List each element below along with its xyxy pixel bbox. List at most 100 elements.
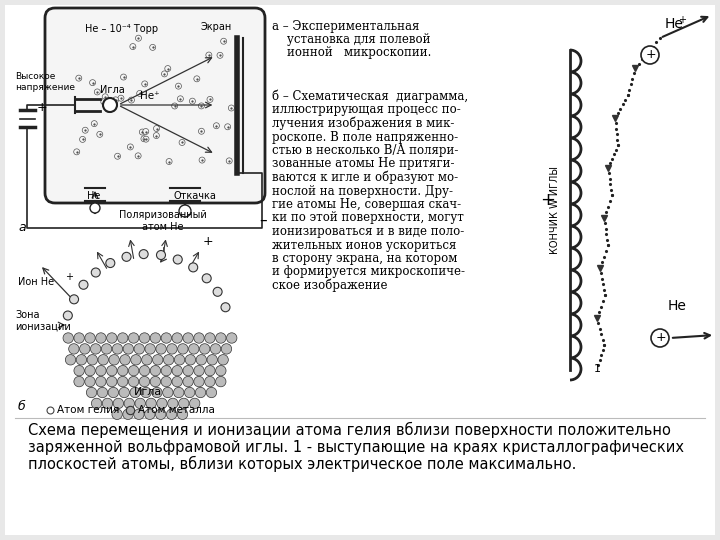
Circle shape — [96, 333, 106, 343]
Text: жительных ионов ускориться: жительных ионов ускориться — [272, 239, 456, 252]
Circle shape — [94, 89, 100, 95]
Text: в сторону экрана, на котором: в сторону экрана, на котором — [272, 252, 457, 265]
Text: Зона
ионизации: Зона ионизации — [15, 309, 71, 332]
Circle shape — [141, 387, 151, 397]
Circle shape — [199, 343, 210, 354]
Circle shape — [124, 398, 135, 409]
Circle shape — [227, 333, 237, 343]
Circle shape — [183, 366, 194, 376]
Circle shape — [150, 44, 156, 50]
Text: Игла: Игла — [99, 85, 125, 95]
Circle shape — [225, 124, 230, 130]
Circle shape — [220, 38, 227, 44]
Circle shape — [96, 131, 103, 137]
Circle shape — [96, 366, 106, 376]
Circle shape — [106, 259, 114, 267]
Circle shape — [91, 398, 102, 409]
Circle shape — [89, 80, 96, 86]
Text: Атом металла: Атом металла — [138, 405, 215, 415]
Circle shape — [76, 355, 86, 365]
Circle shape — [118, 95, 124, 101]
Circle shape — [221, 343, 232, 354]
Text: Атом гелия: Атом гелия — [57, 405, 120, 415]
Circle shape — [218, 355, 228, 365]
Circle shape — [165, 65, 171, 72]
Circle shape — [90, 203, 100, 213]
Circle shape — [130, 387, 140, 397]
Circle shape — [80, 137, 86, 143]
Circle shape — [163, 387, 173, 397]
Circle shape — [74, 333, 84, 343]
Text: ки по этой поверхности, могут: ки по этой поверхности, могут — [272, 212, 464, 225]
Circle shape — [134, 409, 144, 420]
Circle shape — [107, 366, 117, 376]
Circle shape — [135, 153, 141, 159]
Circle shape — [194, 366, 204, 376]
Circle shape — [142, 81, 148, 87]
FancyBboxPatch shape — [5, 5, 715, 535]
Circle shape — [183, 333, 194, 343]
Circle shape — [91, 343, 101, 354]
Circle shape — [215, 366, 226, 376]
Text: ваются к игле и образуют мо-: ваются к игле и образуют мо- — [272, 171, 458, 184]
Text: Игла: Игла — [134, 387, 162, 397]
Circle shape — [179, 398, 189, 409]
Circle shape — [189, 343, 199, 354]
Circle shape — [174, 355, 185, 365]
Circle shape — [194, 76, 200, 82]
Circle shape — [641, 46, 659, 64]
Circle shape — [207, 355, 217, 365]
Circle shape — [74, 366, 84, 376]
Circle shape — [128, 97, 135, 103]
Circle shape — [179, 205, 191, 217]
Circle shape — [128, 376, 139, 387]
Text: роскопе. В поле напряженно-: роскопе. В поле напряженно- — [272, 131, 458, 144]
Circle shape — [161, 71, 168, 77]
Circle shape — [204, 366, 215, 376]
Circle shape — [137, 90, 143, 97]
Circle shape — [98, 355, 109, 365]
Circle shape — [153, 355, 163, 365]
Text: +: + — [65, 272, 73, 282]
Text: Откачка: Откачка — [173, 191, 216, 201]
Circle shape — [85, 366, 95, 376]
Text: Не – 10⁻⁴ Торр: Не – 10⁻⁴ Торр — [85, 24, 158, 34]
Text: +: + — [540, 191, 555, 209]
Circle shape — [130, 44, 136, 50]
Circle shape — [213, 123, 220, 129]
Circle shape — [195, 387, 206, 397]
Circle shape — [156, 251, 166, 260]
Circle shape — [80, 343, 90, 354]
Circle shape — [105, 106, 111, 112]
Circle shape — [76, 75, 82, 81]
Circle shape — [79, 280, 88, 289]
Circle shape — [651, 329, 669, 347]
Circle shape — [172, 366, 182, 376]
Circle shape — [176, 83, 181, 89]
Circle shape — [112, 100, 117, 106]
Circle shape — [185, 355, 196, 365]
Text: Не: Не — [87, 191, 100, 201]
Circle shape — [163, 355, 174, 365]
Circle shape — [179, 139, 185, 145]
Circle shape — [139, 249, 148, 259]
Circle shape — [141, 136, 147, 141]
Circle shape — [85, 333, 95, 343]
Circle shape — [140, 129, 145, 135]
Text: +: + — [678, 15, 686, 25]
Text: б – Схематическая  диаграмма,: б – Схематическая диаграмма, — [272, 90, 468, 103]
Text: ионной   микроскопии.: ионной микроскопии. — [272, 46, 431, 59]
Circle shape — [142, 355, 152, 365]
Circle shape — [134, 343, 145, 354]
Circle shape — [107, 376, 117, 387]
Text: Поляризованный
атом Не: Поляризованный атом Не — [119, 210, 207, 232]
Text: Схема перемещения и ионизации атома гелия вблизи поверхности положительно: Схема перемещения и ионизации атома гели… — [28, 422, 671, 438]
Circle shape — [207, 97, 213, 103]
Circle shape — [150, 376, 161, 387]
Text: Экран: Экран — [201, 22, 232, 32]
Text: ское изображение: ское изображение — [272, 279, 387, 292]
FancyBboxPatch shape — [45, 8, 265, 203]
Circle shape — [114, 153, 120, 159]
Circle shape — [166, 409, 177, 420]
Text: +: + — [646, 48, 657, 61]
